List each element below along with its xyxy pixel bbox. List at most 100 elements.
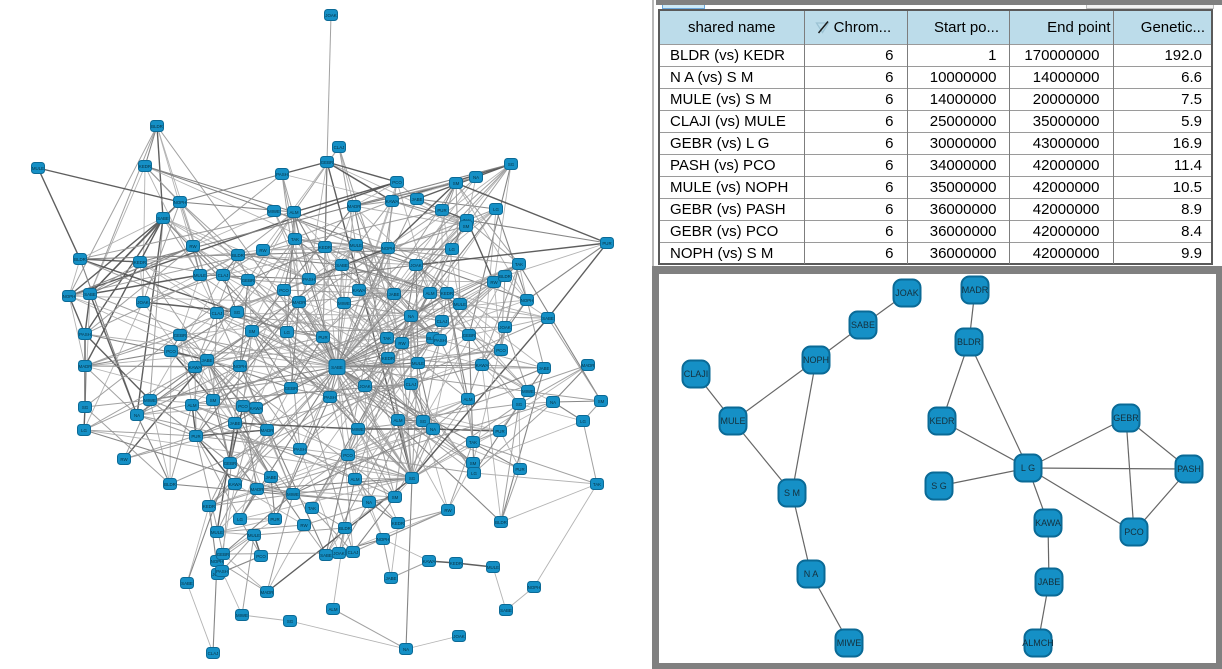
svg-text:NOPH: NOPH: [377, 537, 390, 542]
svg-text:CLAJ: CLAJ: [334, 145, 345, 150]
svg-text:KEDR: KEDR: [392, 521, 404, 526]
svg-text:SG: SG: [508, 162, 515, 167]
svg-text:MADR: MADR: [251, 487, 264, 492]
svg-text:NA: NA: [430, 427, 436, 432]
svg-text:MADR: MADR: [261, 590, 274, 595]
svg-text:MULE: MULE: [454, 302, 466, 307]
svg-text:SM: SM: [598, 399, 605, 404]
svg-text:NOPH: NOPH: [382, 246, 395, 251]
svg-text:SM: SM: [392, 495, 399, 500]
svg-text:SM: SM: [463, 224, 470, 229]
svg-text:JOAK: JOAK: [325, 13, 337, 18]
svg-text:GEBR: GEBR: [174, 333, 186, 338]
svg-text:ALM: ALM: [425, 291, 434, 296]
svg-text:PASH: PASH: [324, 395, 336, 400]
svg-text:PCO: PCO: [166, 349, 176, 354]
svg-text:MIWE: MIWE: [522, 389, 534, 394]
svg-text:KEDR: KEDR: [441, 291, 453, 296]
svg-text:NOPH: NOPH: [521, 298, 534, 303]
svg-text:PASH: PASH: [216, 569, 228, 574]
svg-text:LG: LG: [237, 517, 243, 522]
svg-text:JABE: JABE: [389, 292, 400, 297]
svg-text:SABE: SABE: [851, 320, 875, 330]
svg-text:ALM: ALM: [463, 397, 472, 402]
svg-text:RW: RW: [259, 248, 267, 253]
svg-text:CLAJ: CLAJ: [218, 273, 229, 278]
svg-text:PCO: PCO: [343, 453, 353, 458]
svg-text:GEBR: GEBR: [321, 160, 333, 165]
svg-text:RW: RW: [444, 508, 452, 513]
svg-text:PCO: PCO: [1124, 527, 1144, 537]
svg-text:SM: SM: [210, 398, 217, 403]
svg-text:KEDR: KEDR: [134, 260, 146, 265]
svg-text:JABE: JABE: [1038, 577, 1061, 587]
svg-text:JOAK: JOAK: [499, 325, 511, 330]
svg-text:PASH: PASH: [276, 172, 288, 177]
svg-text:S G: S G: [931, 481, 947, 491]
svg-text:JOAK: JOAK: [137, 300, 149, 305]
svg-text:GEBR: GEBR: [217, 552, 229, 557]
svg-text:TAK: TAK: [593, 482, 601, 487]
svg-text:TAK: TAK: [291, 237, 299, 242]
svg-text:KAWA: KAWA: [250, 406, 263, 411]
svg-text:PUR: PUR: [495, 429, 504, 434]
svg-text:CLAJ: CLAJ: [406, 382, 417, 387]
svg-text:KEDR: KEDR: [450, 561, 462, 566]
svg-text:SABE: SABE: [336, 263, 348, 268]
svg-text:MULE: MULE: [32, 166, 44, 171]
svg-text:ALM: ALM: [350, 477, 359, 482]
svg-text:MIWE: MIWE: [338, 301, 350, 306]
svg-text:PASH: PASH: [303, 277, 315, 282]
svg-text:KAWA: KAWA: [1035, 518, 1061, 528]
svg-text:KEDR: KEDR: [929, 416, 955, 426]
svg-text:MIWE: MIWE: [236, 613, 248, 618]
svg-text:CLAJ: CLAJ: [348, 550, 359, 555]
svg-text:MADR: MADR: [962, 285, 989, 295]
svg-text:SABE: SABE: [542, 316, 554, 321]
svg-text:SG: SG: [516, 402, 523, 407]
svg-text:PCO: PCO: [279, 288, 289, 293]
svg-text:SG: SG: [82, 405, 89, 410]
svg-text:PCO: PCO: [238, 404, 248, 409]
svg-text:KAWA: KAWA: [423, 559, 436, 564]
svg-text:NOPH: NOPH: [174, 200, 187, 205]
svg-text:PUR: PUR: [437, 208, 446, 213]
svg-text:KEDR: KEDR: [319, 245, 331, 250]
svg-text:LG: LG: [81, 428, 87, 433]
svg-text:SG: SG: [234, 310, 241, 315]
svg-text:KAWA: KAWA: [229, 482, 242, 487]
svg-text:NOPH: NOPH: [211, 559, 224, 564]
svg-text:BLDR: BLDR: [164, 482, 176, 487]
svg-text:CLAJ: CLAJ: [437, 319, 448, 324]
svg-text:NOPH: NOPH: [63, 294, 76, 299]
svg-text:SM: SM: [453, 181, 460, 186]
svg-text:JABE: JABE: [202, 358, 213, 363]
svg-text:KAWA: KAWA: [353, 288, 366, 293]
svg-text:ALM: ALM: [328, 607, 337, 612]
svg-text:NA: NA: [403, 647, 409, 652]
svg-text:CLAJ: CLAJ: [212, 311, 223, 316]
svg-text:MIWE: MIWE: [287, 492, 299, 497]
svg-text:LG: LG: [449, 247, 455, 252]
svg-text:PASH: PASH: [294, 447, 306, 452]
svg-text:LG: LG: [493, 207, 499, 212]
svg-text:MADR: MADR: [293, 300, 306, 305]
svg-text:NA: NA: [408, 314, 414, 319]
svg-text:NOPH: NOPH: [803, 355, 829, 365]
svg-text:JABE: JABE: [230, 421, 241, 426]
svg-text:JOAK: JOAK: [453, 634, 465, 639]
svg-text:NA: NA: [550, 400, 556, 405]
svg-text:GEBR: GEBR: [224, 461, 236, 466]
svg-text:CLAJI: CLAJI: [684, 369, 709, 379]
svg-text:GEBR: GEBR: [285, 386, 297, 391]
svg-text:TAK: TAK: [469, 440, 477, 445]
svg-text:SABE: SABE: [320, 553, 332, 558]
svg-text:BLDR: BLDR: [74, 257, 86, 262]
svg-text:MIWE: MIWE: [268, 209, 280, 214]
svg-text:JOAK: JOAK: [895, 288, 919, 298]
svg-text:SABE: SABE: [331, 365, 343, 370]
svg-text:JOAK: JOAK: [410, 263, 422, 268]
svg-text:ALM: ALM: [393, 418, 402, 423]
svg-text:PASH: PASH: [434, 338, 446, 343]
svg-text:MULE: MULE: [194, 273, 206, 278]
